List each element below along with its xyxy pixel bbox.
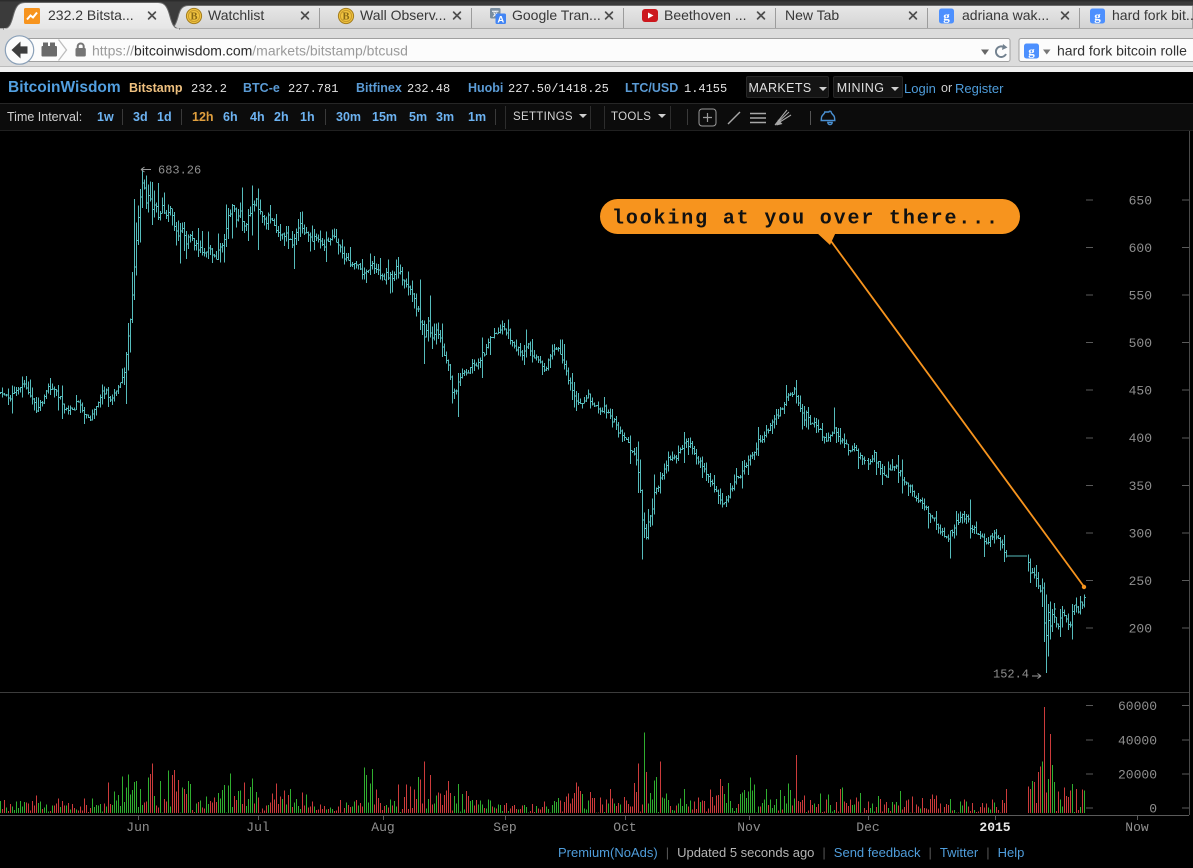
svg-text:40000: 40000 [1118,734,1157,749]
svg-text:Jul: Jul [246,820,270,835]
svg-text:152.4: 152.4 [993,668,1029,682]
svg-text:g: g [943,9,950,24]
svg-text:g: g [1028,44,1035,59]
svg-text:Dec: Dec [856,820,879,835]
svg-text:A: A [497,14,504,25]
svg-text:B: B [190,12,197,23]
svg-text:Jun: Jun [126,820,149,835]
svg-text:g: g [1094,9,1101,24]
svg-text:232.2 Bitsta...: 232.2 Bitsta... [48,7,134,23]
svg-text:adriana wak...: adriana wak... [962,7,1049,23]
svg-text:Google Tran...: Google Tran... [512,7,601,23]
svg-text:300: 300 [1129,526,1152,541]
svg-text:B: B [342,12,349,23]
svg-text:350: 350 [1129,479,1152,494]
svg-text:Oct: Oct [613,820,636,835]
svg-text:Beethoven ...: Beethoven ... [664,7,747,23]
svg-text:Watchlist: Watchlist [208,7,264,23]
svg-text:hard fork bitcoin rolle: hard fork bitcoin rolle [1057,43,1187,59]
svg-text:2015: 2015 [979,820,1010,835]
svg-text:250: 250 [1129,574,1152,589]
svg-text:Now: Now [1125,820,1149,835]
svg-text:Wall Observ...: Wall Observ... [360,7,446,23]
svg-text:60000: 60000 [1118,699,1157,714]
svg-text:20000: 20000 [1118,768,1157,783]
svg-text:New Tab: New Tab [785,7,839,23]
svg-text:Nov: Nov [737,820,761,835]
svg-text:400: 400 [1129,431,1152,446]
svg-text:Sep: Sep [493,820,516,835]
svg-text:hard fork bit...: hard fork bit... [1112,7,1193,23]
svg-text:450: 450 [1129,384,1152,399]
svg-text:650: 650 [1129,194,1152,209]
svg-text:https://bitcoinwisdom.com/mark: https://bitcoinwisdom.com/markets/bitsta… [92,43,408,59]
svg-text:600: 600 [1129,241,1152,256]
svg-text:0: 0 [1149,802,1157,817]
svg-text:550: 550 [1129,289,1152,304]
svg-text:looking at you over there...: looking at you over there... [612,208,1000,231]
svg-text:683.26: 683.26 [158,164,201,178]
svg-text:500: 500 [1129,336,1152,351]
svg-text:Aug: Aug [371,820,394,835]
svg-text:200: 200 [1129,621,1152,636]
